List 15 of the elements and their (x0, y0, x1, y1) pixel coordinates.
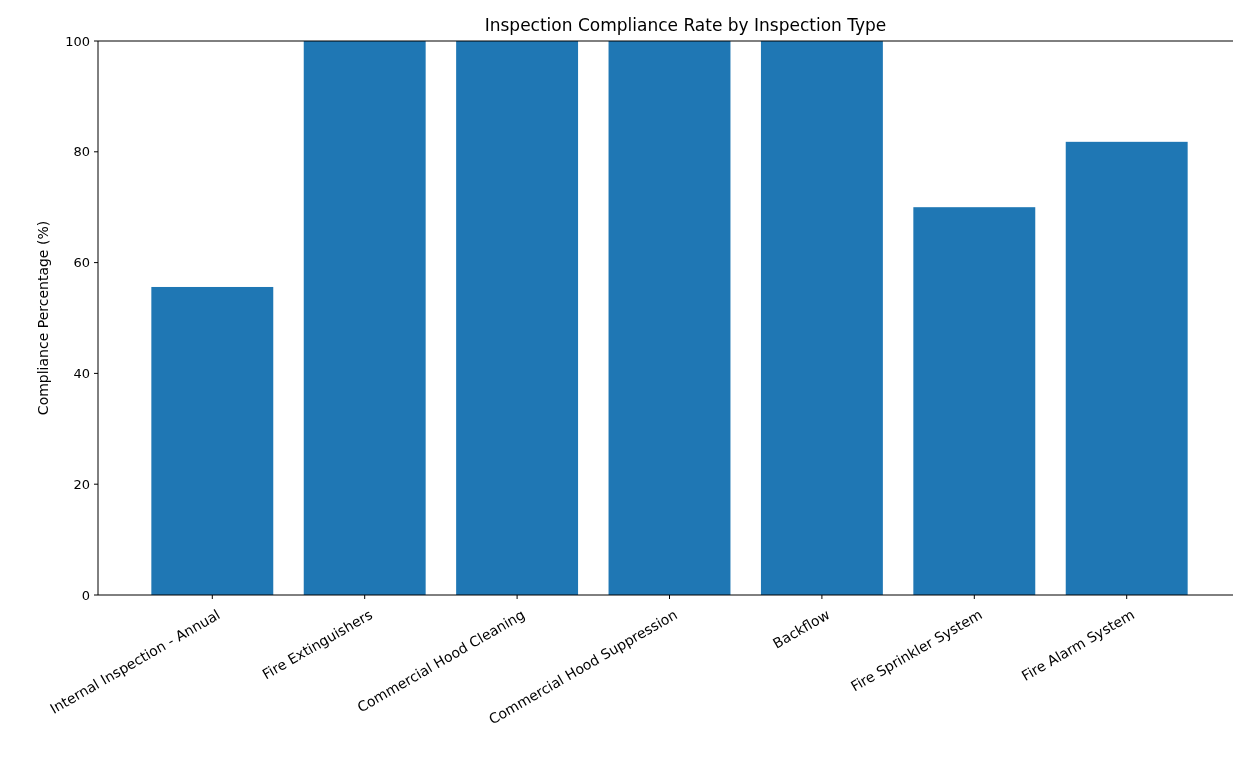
bar (303, 41, 426, 595)
y-tick-label: 20 (73, 476, 90, 492)
y-tick-label: 80 (73, 144, 90, 160)
bar (151, 286, 274, 595)
y-axis-title: Compliance Percentage (%) (35, 220, 51, 416)
y-tick-label: 0 (81, 587, 90, 603)
bar (456, 41, 579, 595)
bar (1065, 141, 1188, 595)
bar (760, 41, 883, 595)
bar (608, 41, 731, 595)
bar (913, 207, 1036, 595)
y-tick-label: 100 (65, 33, 90, 49)
y-tick-label: 40 (73, 365, 90, 381)
chart-title: Inspection Compliance Rate by Inspection Type (484, 15, 887, 35)
y-tick-label: 60 (73, 255, 90, 271)
